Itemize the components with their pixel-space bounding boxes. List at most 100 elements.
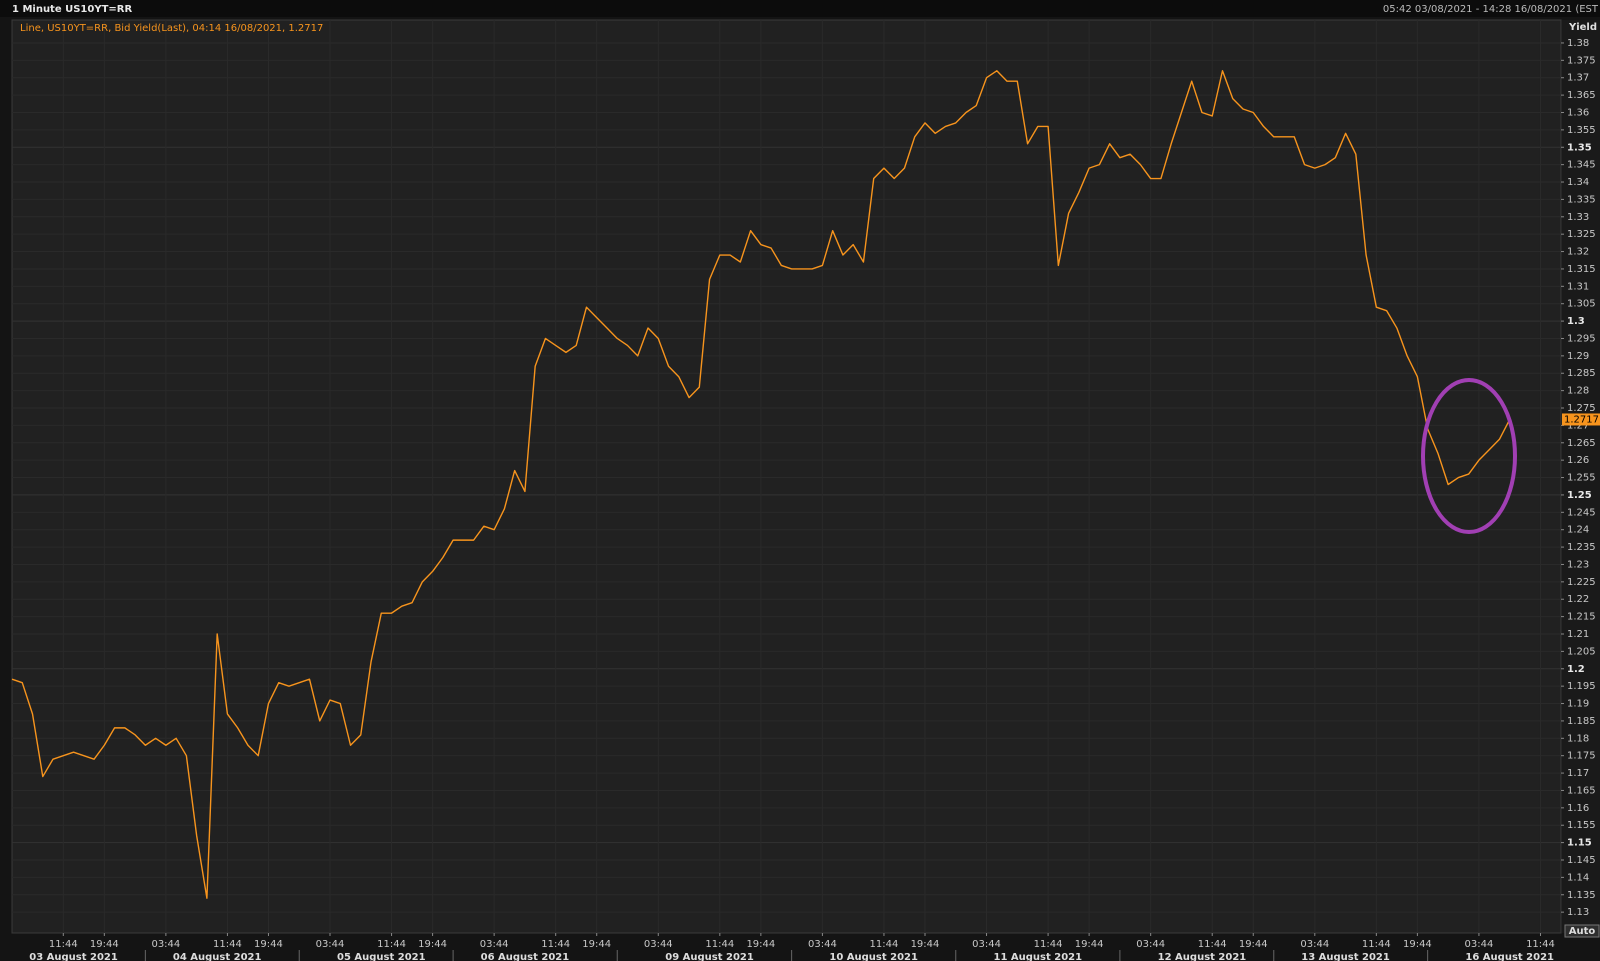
y-tick-label: 1.38 <box>1567 38 1589 49</box>
y-tick-label: 1.345 <box>1567 160 1596 171</box>
x-tick-label: 03:44 <box>644 939 673 950</box>
y-tick-label: 1.375 <box>1567 55 1596 66</box>
plot-area <box>11 19 1562 934</box>
x-tick-label: 11:44 <box>1362 939 1391 950</box>
y-tick-label: 1.315 <box>1567 264 1596 275</box>
y-tick-label: 1.15 <box>1567 838 1592 849</box>
date-label: 10 August 2021 <box>829 952 918 961</box>
x-tick-label: 03:44 <box>151 939 180 950</box>
last-value-box <box>1562 413 1600 426</box>
y-tick-label: 1.26 <box>1567 455 1589 466</box>
x-tick-label: 19:44 <box>90 939 119 950</box>
x-tick-label: 19:44 <box>418 939 447 950</box>
y-tick-label: 1.215 <box>1567 612 1596 623</box>
y-tick-label: 1.32 <box>1567 247 1589 258</box>
y-tick-label: 1.28 <box>1567 386 1589 397</box>
x-tick-label: 19:44 <box>582 939 611 950</box>
date-label: 05 August 2021 <box>337 952 426 961</box>
y-tick-label: 1.355 <box>1567 125 1596 136</box>
x-tick-label: 03:44 <box>1136 939 1165 950</box>
x-tick-label: 19:44 <box>1075 939 1104 950</box>
y-tick-label: 1.255 <box>1567 473 1596 484</box>
highlight-circle <box>1421 378 1517 534</box>
y-tick-label: 1.27 <box>1567 420 1589 431</box>
y-tick-label: 1.275 <box>1567 403 1596 414</box>
y-tick-label: 1.31 <box>1567 281 1589 292</box>
y-tick-label: 1.25 <box>1567 490 1592 501</box>
x-tick-label: 11:44 <box>705 939 734 950</box>
y-tick-label: 1.175 <box>1567 751 1596 762</box>
x-tick-label: 03:44 <box>972 939 1001 950</box>
y-tick-label: 1.36 <box>1567 107 1589 118</box>
y-tick-label: 1.225 <box>1567 577 1596 588</box>
x-tick-label: 11:44 <box>1034 939 1063 950</box>
x-tick-label: 11:44 <box>1526 939 1555 950</box>
date-label: 12 August 2021 <box>1158 952 1247 961</box>
y-tick-label: 1.245 <box>1567 507 1596 518</box>
date-label: 03 August 2021 <box>29 952 118 961</box>
x-tick-label: 11:44 <box>1198 939 1227 950</box>
y-tick-label: 1.185 <box>1567 716 1596 727</box>
date-label: 06 August 2021 <box>481 952 570 961</box>
y-tick-label: 1.205 <box>1567 646 1596 657</box>
y-tick-label: 1.33 <box>1567 212 1589 223</box>
y-tick-label: 1.13 <box>1567 907 1589 918</box>
x-tick-label: 03:44 <box>1465 939 1494 950</box>
grid <box>12 20 1561 933</box>
y-axis-panel <box>1562 20 1600 933</box>
last-value-label: 1.2717 <box>1564 414 1599 425</box>
y-tick-label: 1.16 <box>1567 803 1589 814</box>
x-tick-label: 11:44 <box>377 939 406 950</box>
y-tick-label: 1.155 <box>1567 820 1596 831</box>
y-tick-label: 1.305 <box>1567 299 1596 310</box>
x-tick-label: 03:44 <box>316 939 345 950</box>
y-tick-label: 1.145 <box>1567 855 1596 866</box>
y-tick-label: 1.18 <box>1567 733 1589 744</box>
y-tick-label: 1.22 <box>1567 594 1589 605</box>
y-tick-label: 1.17 <box>1567 768 1589 779</box>
x-tick-label: 11:44 <box>870 939 899 950</box>
marks <box>11 70 1511 899</box>
date-label: 16 August 2021 <box>1465 952 1554 961</box>
y-tick-label: 1.135 <box>1567 890 1596 901</box>
x-tick-label: 03:44 <box>480 939 509 950</box>
x-tick-label: 19:44 <box>1239 939 1268 950</box>
y-tick-label: 1.37 <box>1567 73 1589 84</box>
y-tick-label: 1.29 <box>1567 351 1589 362</box>
x-tick-label: 19:44 <box>254 939 283 950</box>
y-tick-label: 1.35 <box>1567 142 1592 153</box>
date-label: 11 August 2021 <box>994 952 1083 961</box>
chart-title: 1 Minute US10YT=RR <box>12 4 132 15</box>
y-tick-label: 1.3 <box>1567 316 1585 327</box>
y-tick-label: 1.265 <box>1567 438 1596 449</box>
axis: 1.13 1.135 1.14 1.145 1.15 1.155 1.16 1.165 1.17… <box>29 38 1600 961</box>
x-tick-label: 11:44 <box>541 939 570 950</box>
y-tick-label: 1.365 <box>1567 90 1596 101</box>
legend-text: Line, US10YT=RR, Bid Yield(Last), 04:14 … <box>20 23 323 34</box>
y-tick-label: 1.235 <box>1567 542 1596 553</box>
y-tick-label: 1.21 <box>1567 629 1589 640</box>
x-tick-label: 03:44 <box>808 939 837 950</box>
auto-button-label[interactable]: Auto <box>1569 926 1596 937</box>
y-tick-label: 1.295 <box>1567 333 1596 344</box>
title-bar <box>0 0 1600 17</box>
date-label: 09 August 2021 <box>665 952 754 961</box>
y-tick-label: 1.24 <box>1567 525 1589 536</box>
range-label: 05:42 03/08/2021 - 14:28 16/08/2021 (EST <box>1383 4 1599 15</box>
x-tick-label: 19:44 <box>1403 939 1432 950</box>
y-tick-label: 1.285 <box>1567 368 1596 379</box>
y-tick-label: 1.14 <box>1567 872 1589 883</box>
auto-button[interactable] <box>1564 924 1600 938</box>
x-tick-label: 11:44 <box>49 939 78 950</box>
date-label: 13 August 2021 <box>1301 952 1390 961</box>
y-tick-label: 1.325 <box>1567 229 1596 240</box>
y-tick-label: 1.195 <box>1567 681 1596 692</box>
x-tick-label: 11:44 <box>213 939 242 950</box>
yield-line <box>11 70 1511 899</box>
x-tick-label: 19:44 <box>911 939 940 950</box>
date-label: 04 August 2021 <box>173 952 262 961</box>
y-axis-title: Yield <box>1568 22 1597 33</box>
y-tick-label: 1.2 <box>1567 664 1585 675</box>
